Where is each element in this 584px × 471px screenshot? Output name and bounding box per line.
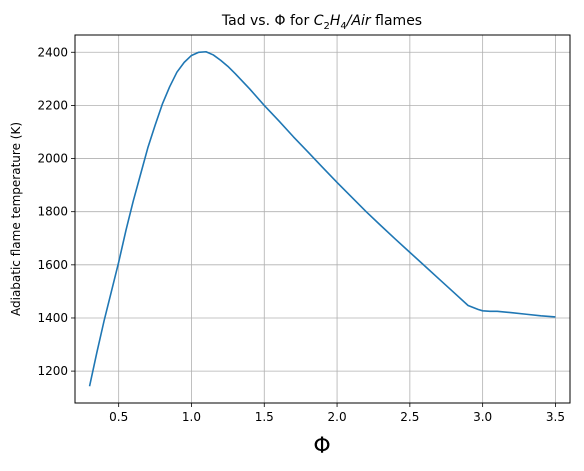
chart-title-air: /Air	[345, 13, 372, 29]
chart-title-h-subscript: 4	[340, 21, 346, 32]
chart-title-c: C	[314, 13, 324, 29]
y-tick-label: 1200	[37, 364, 68, 378]
x-tick-label: 3.0	[473, 410, 492, 424]
y-axis-label: Adiabatic flame temperature (K)	[9, 122, 23, 316]
y-tick-label: 2000	[37, 152, 68, 166]
y-tick-label: 2200	[37, 98, 68, 112]
chart-title-c-subscript: 2	[323, 21, 329, 32]
y-tick-label: 1400	[37, 311, 68, 325]
y-axis-ticks: 1200 1400 1600 1800 2000 2200 2400	[37, 45, 75, 378]
y-tick-label: 2400	[37, 45, 68, 59]
chart-title-suffix: flames	[371, 13, 422, 29]
axes-frame	[74, 34, 571, 404]
y-tick-label: 1800	[37, 205, 68, 219]
x-tick-label: 0.5	[109, 410, 128, 424]
x-tick-label: 1.0	[182, 410, 201, 424]
grid	[75, 35, 570, 403]
x-tick-label: 2.0	[328, 410, 347, 424]
y-tick-label: 1600	[37, 258, 68, 272]
x-tick-label: 2.5	[400, 410, 419, 424]
chart-title: Tad vs. Φ for C2H4/Air flames	[221, 13, 422, 32]
x-tick-label: 1.5	[255, 410, 274, 424]
x-axis-ticks: 0.5 1.0 1.5 2.0 2.5 3.0 3.5	[109, 403, 565, 424]
series-line	[88, 50, 556, 387]
chart-title-prefix: Tad vs. Φ for	[221, 13, 314, 29]
x-axis-label: Φ	[313, 434, 330, 459]
x-tick-label: 3.5	[546, 410, 565, 424]
series-group	[88, 50, 556, 387]
chart-title-h: H	[330, 13, 341, 29]
